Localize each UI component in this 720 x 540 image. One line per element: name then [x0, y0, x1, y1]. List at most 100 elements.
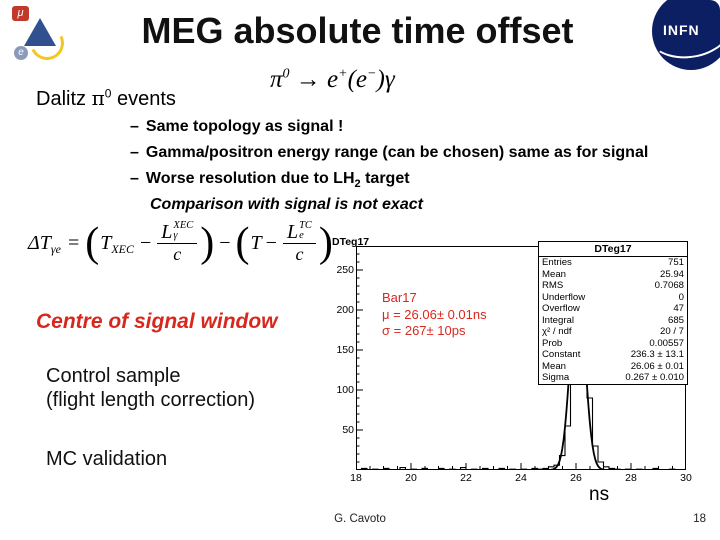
minus-sign: − — [265, 231, 277, 254]
open-paren: ( — [347, 66, 356, 93]
bullet-dash: – — [130, 118, 139, 135]
stats-row: Entries 751 — [539, 257, 687, 269]
stats-row-label: Mean — [542, 268, 566, 280]
annotation-line: σ = 267± 10ps — [382, 323, 466, 338]
footer-author: G. Cavoto — [334, 513, 386, 525]
bullet-emphasis: Comparison with signal is not exact — [150, 196, 423, 214]
electron-symbol: e — [355, 66, 368, 93]
stats-row: Sigma 0.267 ± 0.010 — [539, 372, 687, 384]
dalitz-label: Dalitz π0 events — [36, 86, 176, 111]
x-axis-tick-label: 20 — [405, 472, 417, 484]
control-sample-line1: Control sample — [46, 365, 181, 387]
close-paren: ) — [376, 66, 385, 93]
sup-sub-stack: TC e — [299, 220, 312, 241]
x-axis-tick-label: 22 — [460, 472, 472, 484]
open-paren: ( — [235, 219, 250, 266]
formula-subscript: γe — [50, 241, 61, 256]
stats-row: Mean 25.94 — [539, 269, 687, 281]
stats-row-value: 26.06 ± 0.01 — [630, 360, 684, 372]
x-axis-tick-label: 28 — [625, 472, 637, 484]
stats-row-label: Integral — [542, 314, 574, 326]
stats-row-value: 0 — [678, 291, 684, 303]
x-axis-tick-label: 26 — [570, 472, 582, 484]
gamma-symbol: γ — [384, 66, 395, 93]
centre-of-signal-window-label: Centre of signal window — [36, 310, 278, 333]
bullet-text: Same topology as signal ! — [145, 118, 344, 135]
plot-title: DTeg17 — [332, 236, 370, 248]
histogram-plot: DTeg17 50 100 150 200 250 18 20 22 24 26 28 30 DTe… — [326, 228, 694, 492]
control-sample-line2: (flight length correction) — [46, 389, 255, 411]
pi-symbol: π — [91, 86, 105, 110]
arrow-icon: → — [289, 66, 328, 93]
pi-symbol: π — [270, 66, 283, 93]
close-paren: ) — [318, 219, 333, 266]
stats-row-value: 20 / 7 — [659, 326, 684, 337]
stats-row-label: Prob — [542, 337, 563, 349]
bullet-item: – Gamma/positron energy range (can be cho… — [130, 144, 648, 162]
equals-sign: = — [67, 231, 80, 254]
meg-logo-triangle-icon — [24, 18, 56, 46]
stats-row-value: 236.3 ± 13.1 — [630, 349, 684, 360]
fraction: L TC e c — [282, 220, 316, 265]
pi0-decay-formula: π0 → e+(e−)γ — [270, 66, 395, 94]
stats-row-value: 751 — [667, 257, 684, 268]
dalitz-text-2: events — [111, 88, 176, 110]
bullet-dash: – — [130, 170, 139, 187]
formula-term: T — [100, 231, 112, 254]
bullet-text: Gamma/positron energy range (can be chos… — [145, 144, 649, 161]
sup-sub-stack: XEC γ — [173, 220, 194, 241]
stats-row-value: 685 — [667, 314, 684, 326]
y-axis-tick-label: 50 — [342, 424, 354, 436]
electron-badge-icon: e — [14, 46, 28, 60]
y-axis-tick-label: 100 — [336, 384, 354, 396]
meg-logo: μ e — [12, 6, 69, 65]
page-number: 18 — [693, 513, 706, 525]
dalitz-text: Dalitz — [36, 88, 92, 110]
stats-row: Prob 0.00557 — [539, 338, 687, 350]
stats-row: Mean 26.06 ± 0.01 — [539, 361, 687, 373]
minus-superscript: − — [367, 66, 377, 82]
bullet-list: – Same topology as signal ! – Gamma/positr… — [130, 118, 648, 214]
stats-row: Integral 685 — [539, 315, 687, 327]
bullet-item: – Same topology as signal ! — [130, 118, 648, 136]
pi-superscript: 0 — [282, 66, 290, 82]
page-title: MEG absolute time offset — [141, 10, 574, 51]
control-sample-label: Control sample (flight length correction… — [46, 364, 255, 412]
x-axis-tick-label: 24 — [515, 472, 527, 484]
positron-symbol: e — [327, 66, 339, 93]
formula-subscript: XEC — [111, 241, 135, 256]
plus-superscript: + — [338, 66, 348, 82]
open-paren: ( — [85, 219, 100, 266]
mu-badge-icon: μ — [12, 6, 29, 21]
stats-row-label: Sigma — [542, 372, 570, 383]
bullet-text: Worse resolution due to LH2 target — [145, 170, 410, 191]
delta-t-formula: ΔT γe = ( T XEC − L XEC γ c ) − ( T − L TC e c… — [28, 219, 334, 266]
infn-logo-text: INFN — [663, 22, 700, 38]
stats-rows: Entries 751 Mean 25.94 RMS 0.7068 Underflow 0 Ov… — [539, 257, 687, 384]
y-axis-tick-label: 250 — [336, 264, 354, 276]
stats-row-label: Underflow — [542, 291, 586, 303]
stats-row: χ² / ndf 20 / 7 — [539, 326, 687, 338]
stats-row-value: 0.267 ± 0.010 — [625, 372, 684, 383]
y-axis-tick-label: 150 — [336, 344, 354, 356]
stats-row-label: Constant — [542, 349, 581, 360]
mc-validation-label: MC validation — [46, 448, 168, 470]
x-axis: 18 20 22 24 26 28 30 — [326, 472, 694, 486]
stats-box: DTeg17 Entries 751 Mean 25.94 RMS 0.7068 Under… — [538, 241, 688, 385]
stats-box-header: DTeg17 — [539, 242, 687, 257]
x-axis-tick-label: 30 — [680, 472, 692, 484]
annotation-line: Bar17 — [382, 290, 417, 305]
annotation-line: μ = 26.06± 0.01ns — [382, 306, 487, 322]
lh2-subscript: 2 — [354, 178, 361, 191]
close-paren: ) — [200, 219, 215, 266]
stats-row-label: Overflow — [542, 303, 580, 314]
bullet-dash: – — [130, 144, 139, 161]
y-axis: 50 100 150 200 250 — [330, 228, 356, 470]
pi-superscript: 0 — [104, 86, 112, 101]
minus-sign: − — [219, 231, 231, 254]
fraction-numerator: L TC e — [282, 220, 316, 244]
stats-row-value: 0.00557 — [649, 337, 684, 349]
stats-row-value: 25.94 — [659, 268, 684, 280]
formula-term: T — [250, 231, 262, 254]
